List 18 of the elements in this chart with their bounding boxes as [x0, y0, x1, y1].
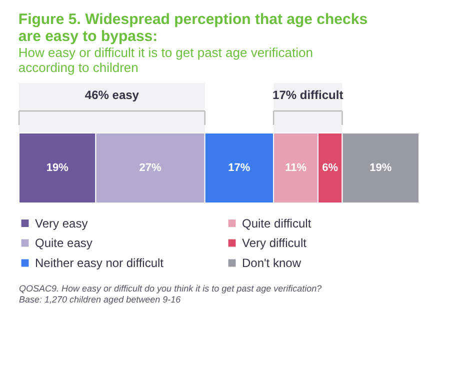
data-label: 19%	[370, 162, 392, 174]
text: Base: 1,270 children aged between 9-16	[19, 294, 181, 304]
data-label: 6%	[322, 162, 338, 174]
data-label: 27%	[139, 162, 162, 174]
legend-label: Neither easy nor difficult	[35, 256, 164, 270]
band-label: 46% easy	[84, 88, 140, 102]
legend-label: Don't know	[242, 256, 302, 270]
data-label: 11%	[285, 162, 307, 174]
legend-label: Very difficult	[242, 236, 308, 250]
legend-label: Quite easy	[35, 236, 92, 250]
chart-title: Figure 5. Widespread perception that age checks are easy to bypass:	[18, 11, 368, 45]
band-label: 17% difficult	[272, 88, 344, 102]
data-label: 17%	[228, 162, 250, 174]
text: QOSAC9. How easy or difficult do you think it is to get past age verification?	[19, 284, 322, 294]
legend-label: Very easy	[35, 216, 88, 230]
legend-label: Quite difficult	[242, 216, 312, 230]
data-label: 19%	[46, 162, 69, 174]
chart-subtitle: How easy or difficult it is to get past age verification according to children	[18, 45, 313, 75]
